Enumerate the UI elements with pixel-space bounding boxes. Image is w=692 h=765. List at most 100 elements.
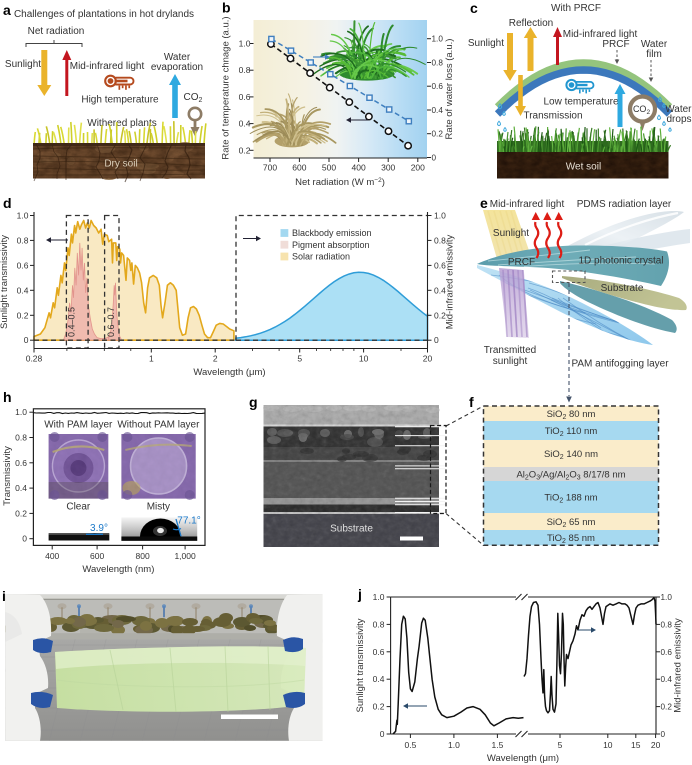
svg-text:Without PAM layer: Without PAM layer (117, 420, 200, 431)
svg-text:0.4: 0.4 (661, 675, 673, 684)
svg-text:10: 10 (603, 740, 613, 750)
svg-text:Wavelength (nm): Wavelength (nm) (82, 564, 154, 575)
svg-text:i: i (2, 588, 6, 604)
svg-text:Al2O3/Ag/Al2O3 8/17/8 nm: Al2O3/Ag/Al2O3 8/17/8 nm (516, 469, 625, 481)
svg-text:0.6–0.7: 0.6–0.7 (106, 307, 116, 337)
svg-text:d: d (3, 195, 12, 211)
svg-text:e: e (480, 195, 488, 211)
svg-text:Reflection: Reflection (509, 18, 553, 29)
svg-text:Substrate: Substrate (330, 524, 373, 535)
svg-text:0.8: 0.8 (15, 433, 27, 443)
svg-text:1.0: 1.0 (239, 39, 251, 49)
svg-text:200: 200 (411, 163, 425, 173)
svg-text:0: 0 (432, 154, 437, 163)
svg-text:Net radiation (W m−2): Net radiation (W m−2) (295, 177, 385, 188)
svg-text:1: 1 (149, 354, 154, 364)
svg-text:Clear: Clear (66, 502, 91, 513)
svg-text:0.2: 0.2 (373, 702, 385, 712)
svg-text:0.28: 0.28 (26, 354, 43, 364)
svg-text:600: 600 (292, 163, 306, 173)
svg-text:Withered plants: Withered plants (87, 118, 156, 129)
svg-text:drops: drops (666, 114, 691, 125)
svg-text:77.1°: 77.1° (177, 516, 200, 527)
svg-text:Water: Water (641, 39, 668, 50)
svg-text:evaporation: evaporation (151, 62, 203, 73)
svg-text:0: 0 (24, 335, 29, 345)
svg-text:0.4–0.5: 0.4–0.5 (67, 307, 77, 337)
svg-text:0: 0 (380, 729, 385, 739)
svg-text:Mid-infrared light: Mid-infrared light (490, 199, 565, 210)
svg-text:400: 400 (352, 163, 366, 173)
svg-text:Mid-infrared light: Mid-infrared light (563, 29, 638, 40)
svg-text:1.0: 1.0 (661, 593, 673, 602)
svg-text:1.0: 1.0 (373, 592, 385, 602)
svg-text:Dry soil: Dry soil (104, 159, 137, 170)
svg-text:0.6: 0.6 (434, 260, 446, 270)
svg-text:TiO2 188 nm: TiO2 188 nm (544, 492, 597, 504)
svg-text:0.2: 0.2 (661, 703, 673, 712)
svg-text:SiO2 80 nm: SiO2 80 nm (547, 409, 596, 421)
svg-text:0: 0 (22, 534, 27, 544)
svg-text:Misty: Misty (147, 502, 170, 513)
svg-text:Transmission: Transmission (523, 111, 582, 122)
svg-text:700: 700 (263, 163, 277, 173)
svg-text:1.0: 1.0 (432, 35, 444, 44)
svg-text:0.4: 0.4 (17, 285, 29, 295)
svg-text:CO2: CO2 (184, 92, 203, 104)
svg-text:h: h (3, 389, 12, 405)
svg-text:With PAM layer: With PAM layer (44, 420, 113, 431)
svg-text:SiO2 140 nm: SiO2 140 nm (544, 449, 598, 461)
svg-text:sunlight: sunlight (493, 356, 528, 367)
svg-text:Mid-infrared emissivity: Mid-infrared emissivity (445, 235, 456, 330)
svg-text:0.2: 0.2 (15, 508, 27, 518)
svg-text:CO2: CO2 (633, 104, 651, 116)
svg-text:Sunlight transmissivity: Sunlight transmissivity (0, 235, 10, 329)
svg-text:1.0: 1.0 (448, 740, 460, 750)
svg-text:2: 2 (213, 354, 218, 364)
svg-text:PDMS radiation layer: PDMS radiation layer (577, 199, 672, 210)
svg-text:High temperature: High temperature (81, 95, 159, 106)
svg-text:0.8: 0.8 (434, 235, 446, 245)
svg-text:1.5: 1.5 (491, 740, 503, 750)
svg-text:0: 0 (434, 335, 439, 345)
svg-text:f: f (469, 394, 474, 410)
svg-text:0.6: 0.6 (373, 647, 385, 657)
svg-text:Transmissivity: Transmissivity (2, 446, 13, 506)
svg-text:Low temperature: Low temperature (543, 97, 618, 108)
svg-text:15: 15 (631, 740, 641, 750)
svg-text:Rate of water loss (a.u.): Rate of water loss (a.u.) (444, 39, 455, 140)
svg-text:5: 5 (558, 740, 563, 750)
svg-text:Water: Water (665, 104, 692, 115)
svg-text:0.8: 0.8 (17, 235, 29, 245)
svg-text:TiO2 85 nm: TiO2 85 nm (547, 533, 595, 545)
svg-text:400: 400 (45, 551, 59, 561)
svg-text:0: 0 (661, 730, 666, 739)
svg-text:Wavelength (μm): Wavelength (μm) (193, 367, 265, 378)
svg-text:0.8: 0.8 (661, 620, 673, 629)
svg-text:Pigment absorption: Pigment absorption (292, 240, 370, 250)
svg-text:0.6: 0.6 (17, 260, 29, 270)
svg-text:600: 600 (90, 551, 104, 561)
svg-text:1.0: 1.0 (15, 407, 27, 417)
svg-text:0.6: 0.6 (15, 458, 27, 468)
svg-text:1D photonic crystal: 1D photonic crystal (578, 256, 663, 267)
svg-text:0.4: 0.4 (15, 483, 27, 493)
svg-text:Substrate: Substrate (601, 283, 644, 294)
svg-text:0.2: 0.2 (432, 130, 444, 139)
svg-text:0.4: 0.4 (239, 119, 251, 129)
svg-text:1.0: 1.0 (17, 211, 29, 221)
svg-text:a: a (3, 2, 11, 18)
svg-text:0.2: 0.2 (17, 310, 29, 320)
svg-text:0.4: 0.4 (434, 285, 446, 295)
svg-text:0.2: 0.2 (239, 145, 251, 155)
svg-text:5: 5 (297, 354, 302, 364)
svg-text:SiO2 65 nm: SiO2 65 nm (547, 517, 596, 529)
svg-text:Wavelength (μm): Wavelength (μm) (487, 753, 559, 764)
svg-text:Mid-infrared emissivity: Mid-infrared emissivity (673, 618, 684, 713)
svg-text:0.2: 0.2 (434, 310, 446, 320)
svg-text:0.6: 0.6 (661, 648, 673, 657)
svg-text:j: j (357, 586, 362, 602)
svg-text:Wet soil: Wet soil (566, 162, 601, 173)
svg-text:1.0: 1.0 (434, 211, 446, 221)
svg-text:10: 10 (359, 354, 369, 364)
